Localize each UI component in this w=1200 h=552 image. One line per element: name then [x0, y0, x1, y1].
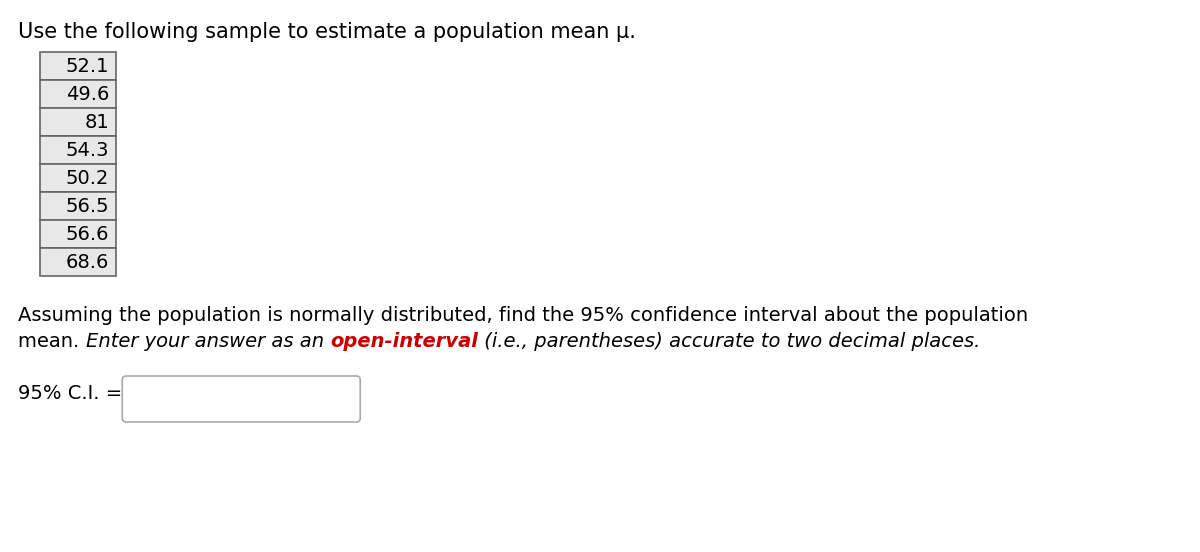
- Bar: [40, 192, 116, 220]
- Bar: [40, 220, 116, 248]
- Text: 95% C.I. =: 95% C.I. =: [18, 384, 122, 403]
- Bar: [40, 248, 116, 276]
- Text: open-interval: open-interval: [330, 332, 478, 351]
- Bar: [40, 80, 116, 108]
- Text: Assuming the population is normally distributed, find the 95% confidence interva: Assuming the population is normally dist…: [18, 306, 1028, 325]
- Text: 54.3: 54.3: [66, 141, 109, 160]
- Text: 56.6: 56.6: [66, 225, 109, 243]
- Bar: [40, 136, 116, 164]
- Text: 52.1: 52.1: [66, 56, 109, 76]
- Text: 50.2: 50.2: [66, 168, 109, 188]
- Bar: [40, 108, 116, 136]
- Bar: [40, 164, 116, 192]
- Text: (i.e., parentheses) accurate to two decimal places.: (i.e., parentheses) accurate to two deci…: [478, 332, 980, 351]
- Text: Enter your answer as an: Enter your answer as an: [85, 332, 330, 351]
- Text: Use the following sample to estimate a population mean μ.: Use the following sample to estimate a p…: [18, 22, 636, 42]
- Text: 81: 81: [84, 113, 109, 131]
- Text: 56.5: 56.5: [65, 197, 109, 215]
- FancyBboxPatch shape: [122, 376, 360, 422]
- Bar: [40, 52, 116, 80]
- Text: mean.: mean.: [18, 332, 85, 351]
- Text: 49.6: 49.6: [66, 84, 109, 104]
- Text: 68.6: 68.6: [66, 252, 109, 272]
